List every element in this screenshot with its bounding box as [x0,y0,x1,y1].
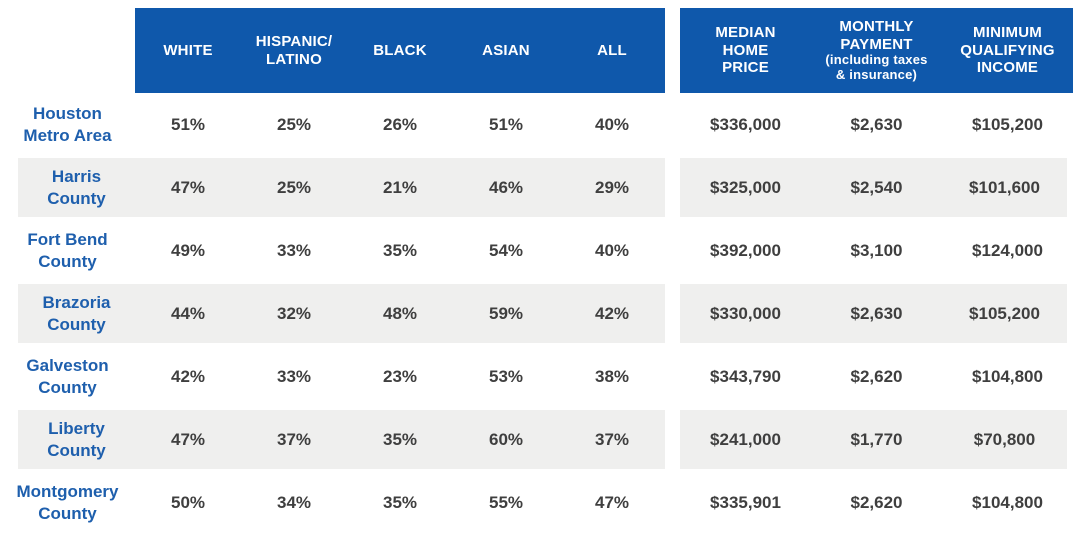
row-gutter [665,410,680,469]
cell-black: 35% [382,240,418,260]
cell-hispanic-latino: 33% [276,366,312,386]
cell-all: 38% [594,366,630,386]
cell-hispanic-latino: 32% [241,284,347,343]
row-gutter [665,284,680,343]
cell-minimum-qualifying-income: $124,000 [972,240,1043,260]
monthly-payment-title: MONTHLY PAYMENT [839,17,914,53]
cell-black: 48% [347,284,453,343]
cell-monthly-payment: $2,630 [811,284,942,343]
cell-minimum-qualifying-income: $105,200 [942,284,1073,343]
column-header-hispanic-latino: HISPANIC/ LATINO [241,8,347,93]
cell-median-home-price: $336,000 [710,114,781,134]
cell-white: 51% [170,114,206,134]
cell-black: 35% [347,410,453,469]
monthly-payment-note: (including taxes & insurance) [825,52,928,83]
cell-median-home-price: $392,000 [710,240,781,260]
cell-all: 29% [559,158,665,217]
cell-black: 35% [382,492,418,512]
row-label: Liberty County [0,410,135,469]
row-label: Brazoria County [0,284,135,343]
row-label: Houston Metro Area [23,104,112,145]
column-header-white: WHITE [135,8,241,93]
cell-all: 40% [594,114,630,134]
column-header-minimum-qualifying-income: MINIMUM QUALIFYING INCOME [942,8,1073,93]
cell-black: 26% [382,114,418,134]
row-gutter [665,473,680,532]
table-row-montgomery-county: Montgomery County 50% 34% 35% 55% 47% $3… [0,471,1080,534]
cell-hispanic-latino: 33% [276,240,312,260]
cell-monthly-payment: $3,100 [850,240,903,260]
row-gutter [665,158,680,217]
table-row-liberty-county: Liberty County 47% 37% 35% 60% 37% $241,… [0,408,1080,471]
header-gutter [665,8,680,93]
row-gutter [665,95,680,154]
table-header-row: WHITE HISPANIC/ LATINO BLACK ASIAN ALL M… [0,8,1080,93]
cell-hispanic-latino: 34% [276,492,312,512]
table-row-brazoria-county: Brazoria County 44% 32% 48% 59% 42% $330… [0,282,1080,345]
cell-monthly-payment: $2,630 [850,114,903,134]
table-row-fort-bend-county: Fort Bend County 49% 33% 35% 54% 40% $39… [0,219,1080,282]
table-row-harris-county: Harris County 47% 25% 21% 46% 29% $325,0… [0,156,1080,219]
cell-median-home-price: $335,901 [710,492,781,512]
row-label: Montgomery County [16,482,119,523]
cell-asian: 53% [488,366,524,386]
row-label: Harris County [0,158,135,217]
row-gutter [665,347,680,406]
cell-asian: 54% [488,240,524,260]
cell-minimum-qualifying-income: $70,800 [942,410,1073,469]
cell-median-home-price: $330,000 [680,284,811,343]
column-header-black: BLACK [347,8,453,93]
cell-all: 47% [594,492,630,512]
table-row-galveston-county: Galveston County 42% 33% 23% 53% 38% $34… [0,345,1080,408]
row-label: Fort Bend County [27,230,108,271]
column-header-monthly-payment: MONTHLY PAYMENT (including taxes & insur… [811,8,942,93]
cell-minimum-qualifying-income: $104,800 [972,492,1043,512]
cell-all: 37% [559,410,665,469]
affordability-table: WHITE HISPANIC/ LATINO BLACK ASIAN ALL M… [0,8,1080,545]
cell-median-home-price: $325,000 [680,158,811,217]
column-header-asian: ASIAN [453,8,559,93]
cell-white: 47% [135,410,241,469]
cell-minimum-qualifying-income: $104,800 [972,366,1043,386]
cell-white: 44% [135,284,241,343]
cell-hispanic-latino: 37% [241,410,347,469]
cell-median-home-price: $343,790 [710,366,781,386]
cell-monthly-payment: $2,620 [850,366,903,386]
cell-white: 50% [170,492,206,512]
cell-monthly-payment: $1,770 [811,410,942,469]
cell-hispanic-latino: 25% [241,158,347,217]
cell-asian: 46% [453,158,559,217]
cell-minimum-qualifying-income: $101,600 [942,158,1073,217]
header-corner-blank [0,8,135,93]
cell-white: 49% [170,240,206,260]
cell-asian: 60% [453,410,559,469]
column-header-all: ALL [559,8,665,93]
cell-black: 21% [347,158,453,217]
cell-white: 47% [135,158,241,217]
cell-all: 40% [594,240,630,260]
cell-black: 23% [382,366,418,386]
cell-hispanic-latino: 25% [276,114,312,134]
cell-median-home-price: $241,000 [680,410,811,469]
cell-white: 42% [170,366,206,386]
table-row-houston-metro-area: Houston Metro Area 51% 25% 26% 51% 40% $… [0,93,1080,156]
cell-asian: 59% [453,284,559,343]
row-gutter [665,221,680,280]
column-header-median-home-price: MEDIAN HOME PRICE [680,8,811,93]
cell-monthly-payment: $2,540 [811,158,942,217]
cell-asian: 55% [488,492,524,512]
cell-monthly-payment: $2,620 [850,492,903,512]
cell-all: 42% [559,284,665,343]
row-label: Galveston County [26,356,109,397]
cell-minimum-qualifying-income: $105,200 [972,114,1043,134]
cell-asian: 51% [488,114,524,134]
